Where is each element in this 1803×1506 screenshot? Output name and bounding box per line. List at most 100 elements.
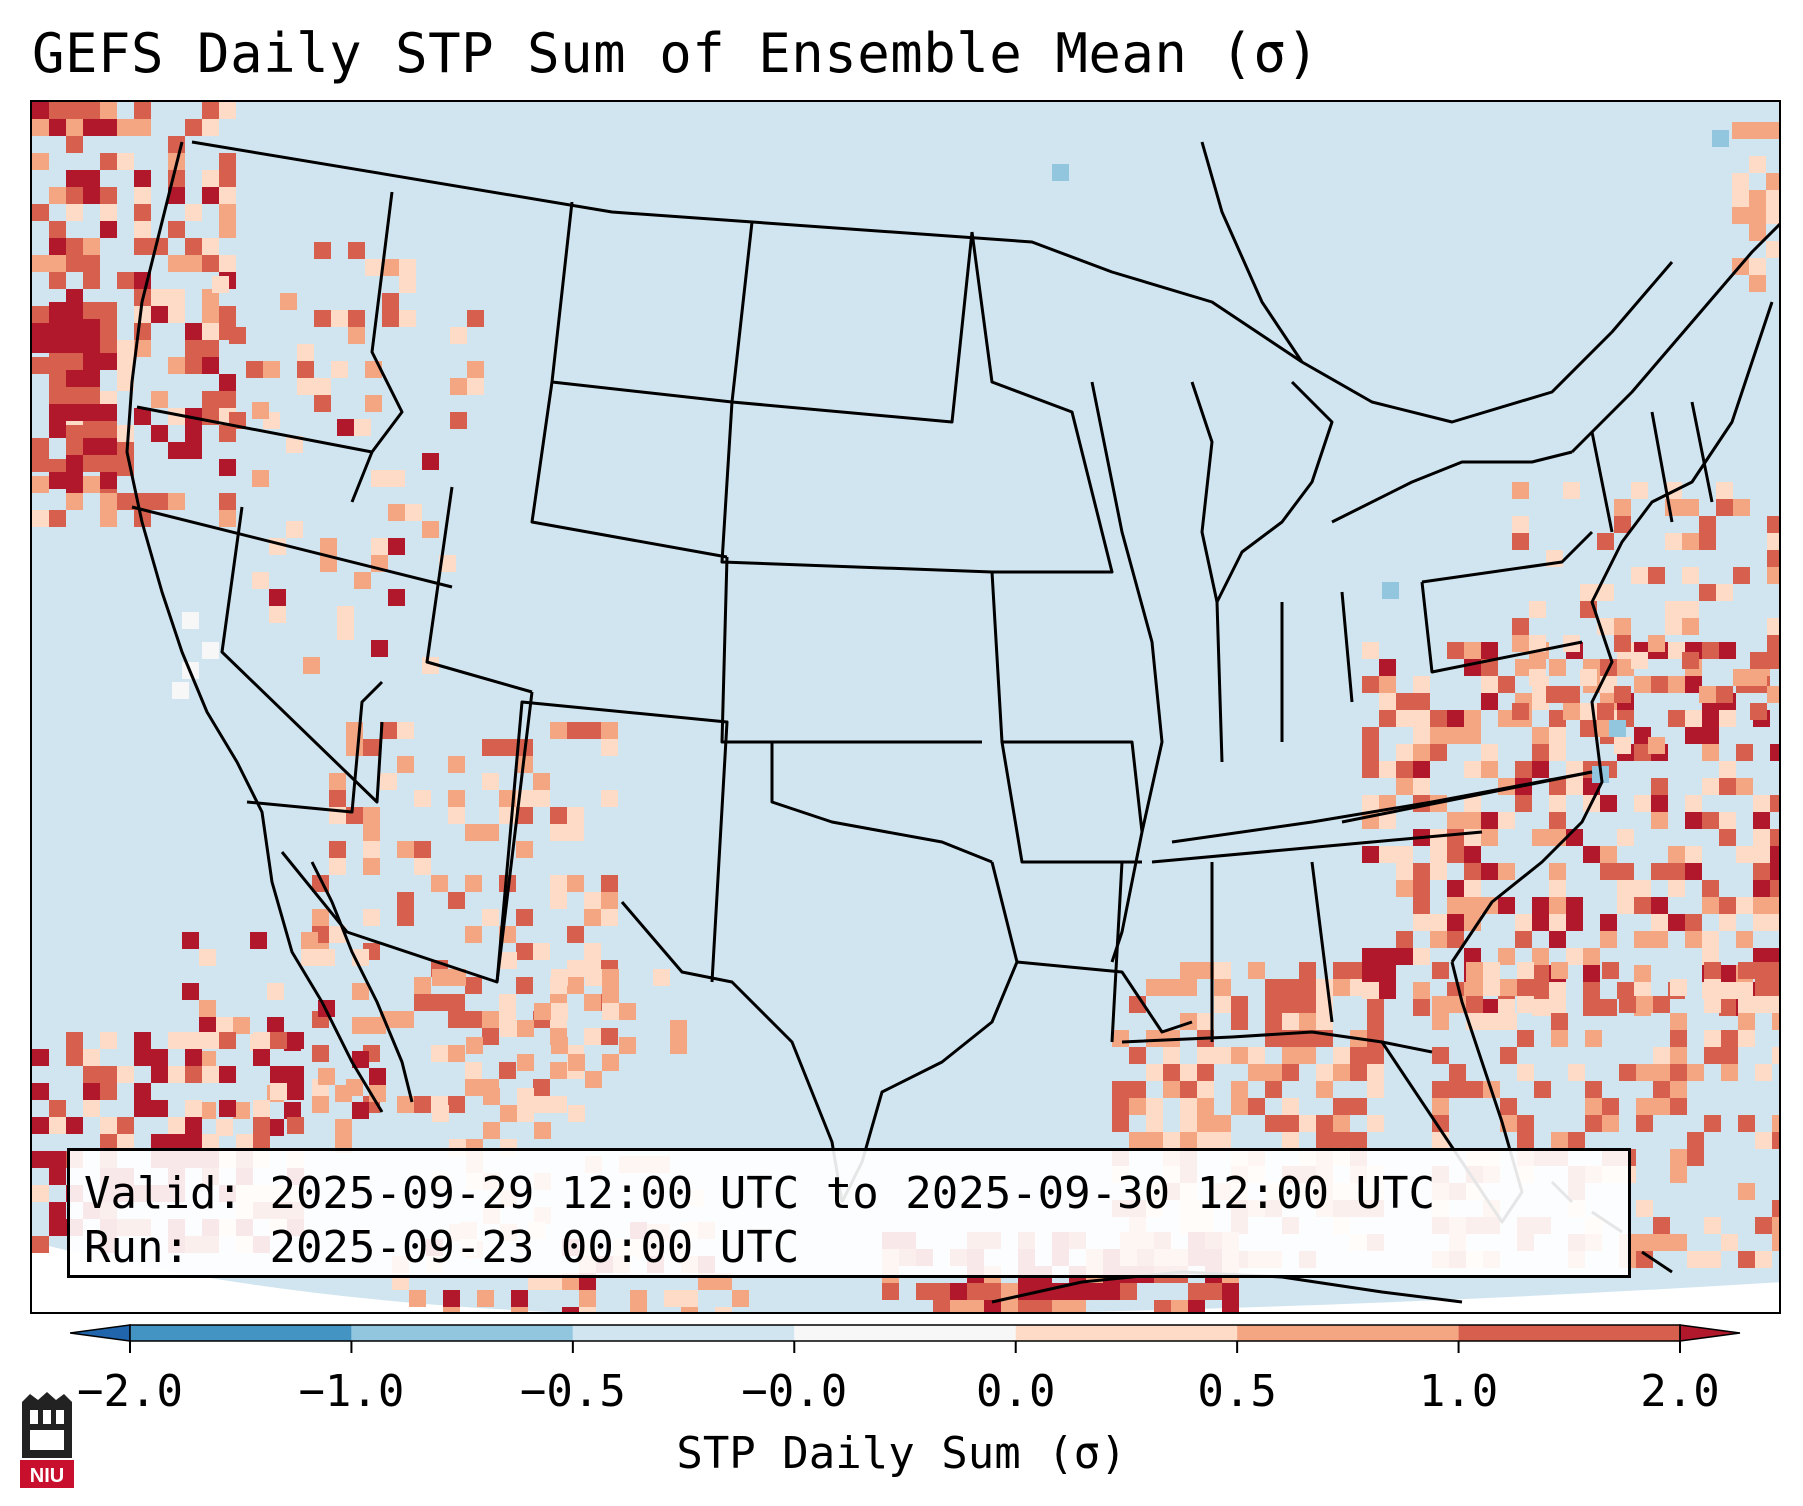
anomaly-cell [49,1117,66,1134]
anomaly-cell [482,739,499,756]
anomaly-cell [1719,710,1736,727]
anomaly-cell [49,459,66,476]
anomaly-cell [267,1119,284,1136]
anomaly-cell [1180,1081,1197,1098]
anomaly-cell [1767,533,1779,550]
anomaly-cell [49,1100,66,1117]
anomaly-cell [1687,1064,1704,1081]
anomaly-cell [1396,744,1413,761]
anomaly-cell [1617,880,1634,897]
anomaly-cell [83,1049,100,1066]
gulf-coast [1121,1030,1433,1054]
anomaly-cell [1515,659,1532,676]
anomaly-cell [1585,1081,1602,1098]
anomaly-cell [1614,737,1631,754]
anomaly-cell [1481,863,1498,880]
anomaly-cell [1600,795,1617,812]
niu-logo: NIU [20,1392,74,1488]
anomaly-cell [1617,897,1634,914]
anomaly-cell [579,1290,596,1307]
anomaly-cell [1549,982,1566,999]
anomaly-cell [1736,931,1753,948]
anomaly-cell [312,1096,329,1113]
anomaly-cell [100,1134,117,1151]
anomaly-cell [414,994,431,1011]
anomaly-cell [83,302,100,319]
anomaly-cell [1413,744,1430,761]
anomaly-cell [219,187,236,204]
anomaly-cell [1413,914,1430,931]
anomaly-cell [49,272,66,289]
anomaly-cell [348,310,365,327]
anomaly-cell [1481,693,1498,710]
anomaly-cell [584,1028,601,1045]
anomaly-cell [1333,962,1350,979]
anomaly-cell [1316,1081,1333,1098]
anomaly-cell [1464,897,1481,914]
anomaly-cell [388,470,405,487]
anomaly-cell [516,977,533,994]
anomaly-cell [1379,710,1396,727]
or-ca-nv-border [131,505,453,589]
anomaly-cell [253,1049,270,1066]
anomaly-cell [1333,1132,1350,1149]
anomaly-cell [399,259,416,276]
anomaly-cell [1231,996,1248,1013]
anomaly-cell [933,1283,950,1300]
anomaly-cell [329,841,346,858]
anomaly-cell [1753,812,1770,829]
anomaly-cell [151,391,168,408]
ut-border [425,486,533,694]
anomaly-cell [1704,1030,1721,1047]
anomaly-cell [49,370,66,387]
anomaly-cell [1651,897,1668,914]
map-panel[interactable] [30,100,1781,1314]
anomaly-cell [1719,812,1736,829]
anomaly-cell [422,521,439,538]
anomaly-cell [1498,999,1515,1016]
anomaly-cell [1687,1132,1704,1149]
anomaly-cell [1732,207,1749,224]
anomaly-cell [601,739,618,756]
anomaly-cell [49,510,66,527]
anomaly-cell [363,824,380,841]
anomaly-cell [134,204,151,221]
anomaly-cell [1772,1234,1779,1251]
anomaly-cell [567,875,584,892]
anomaly-cell [134,238,151,255]
anomaly-cell [1551,1132,1568,1149]
anomaly-cell [450,327,467,344]
anomaly-cell [246,361,263,378]
anomaly-cell [363,807,380,824]
anomaly-cell [1362,761,1379,778]
anomaly-cell [1563,703,1580,720]
anomaly-cell [1447,914,1464,931]
anomaly-cell [83,336,100,353]
anomaly-cell [1602,1115,1619,1132]
anomaly-cell [318,1068,335,1085]
anomaly-cell [32,323,49,340]
anomaly-cell [1634,744,1651,761]
anomaly-cell [550,1062,567,1079]
anomaly-cell [465,1011,482,1028]
anomaly-cell [185,1049,202,1066]
anomaly-cell [483,1122,500,1139]
anomaly-cell [1755,1132,1772,1149]
anomaly-cell [66,472,83,489]
anomaly-cell [399,276,416,293]
anomaly-cell-negative [1052,164,1069,181]
anomaly-cell [380,722,397,739]
anomaly-cell [1617,982,1634,999]
anomaly-cell [66,204,83,221]
anomaly-cell [335,1085,352,1102]
canada-hudson [1200,141,1304,363]
nm-tx-border [495,700,729,983]
anomaly-cell [1333,1115,1350,1132]
anomaly-cell [1447,642,1464,659]
anomaly-cell [1413,710,1430,727]
anomaly-cell-neutral [202,642,219,659]
anomaly-cell [117,442,134,459]
anomaly-cell [1767,516,1779,533]
anomaly-cell [448,756,465,773]
anomaly-cell [1736,744,1753,761]
